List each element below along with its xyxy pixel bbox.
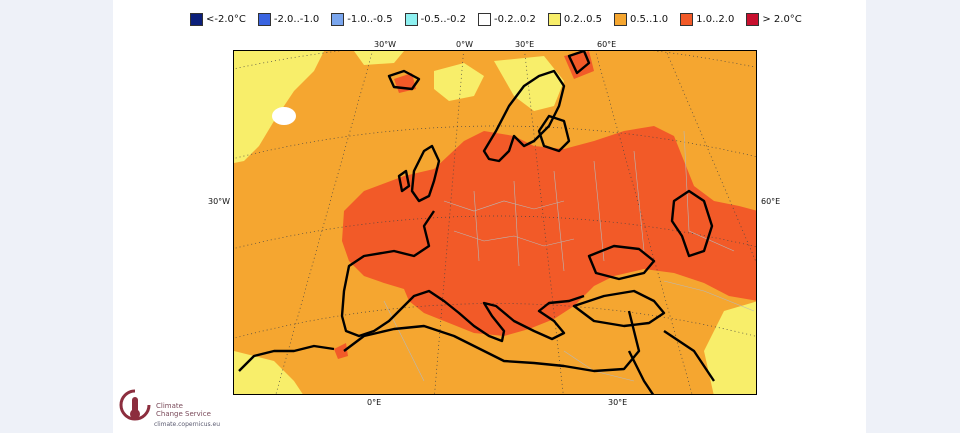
- legend-item: 0.2..0.5: [547, 12, 602, 26]
- legend-item: 1.0..2.0: [680, 12, 735, 26]
- legend-swatch: [547, 12, 561, 26]
- legend-label: -1.0..-0.5: [347, 13, 393, 25]
- legend-item: -1.0..-0.5: [331, 12, 393, 26]
- logo-line-2: Change Service: [156, 410, 211, 418]
- legend-swatch: [404, 12, 418, 26]
- legend-label: -2.0..-1.0: [273, 13, 320, 25]
- legend: <-2.0°C -2.0..-1.0 -1.0..-0.5 -0.5..-0.2…: [190, 10, 814, 28]
- logo-line-1: Climate: [156, 402, 183, 410]
- legend-item: 0.5..1.0: [614, 12, 669, 26]
- legend-label: -0.5..-0.2: [420, 13, 467, 25]
- legend-swatch: [331, 12, 345, 26]
- anomaly-map: [233, 50, 757, 395]
- legend-label: 0.5..1.0: [630, 13, 669, 25]
- legend-swatch: [614, 12, 627, 26]
- copernicus-logo: Climate Change Service climate.copernicu…: [118, 388, 228, 430]
- thermometer-icon: [119, 389, 151, 421]
- bottom-tick-label: 0°E: [367, 398, 382, 407]
- bottom-tick-label: 30°E: [608, 398, 628, 407]
- anomaly-region-1-0-2-0: [334, 343, 348, 359]
- country-borders: [383, 130, 755, 382]
- legend-item: <-2.0°C: [190, 12, 246, 26]
- top-tick-label: 0°W: [456, 40, 473, 49]
- legend-label: -0.2..0.2: [494, 13, 536, 25]
- legend-label: > 2.0°C: [762, 13, 802, 25]
- legend-swatch: [190, 12, 203, 26]
- legend-item: -0.5..-0.2: [404, 12, 467, 26]
- legend-label: <-2.0°C: [206, 13, 246, 25]
- left-tick-label: 30°W: [208, 197, 231, 206]
- anomaly-region-0-2-0-5: [234, 51, 324, 163]
- top-tick-label: 30°E: [515, 40, 535, 49]
- legend-swatch: [680, 12, 694, 26]
- top-tick-label: 60°E: [597, 40, 617, 49]
- anomaly-region-0-2-0-5: [354, 51, 404, 65]
- legend-item: > 2.0°C: [746, 12, 802, 26]
- logo-title: Climate Change Service: [156, 402, 211, 418]
- legend-swatch: [478, 12, 492, 26]
- legend-label: 1.0..2.0: [696, 13, 735, 25]
- map-canvas: [234, 51, 756, 394]
- legend-item: -2.0..-1.0: [257, 12, 320, 26]
- anomaly-region-0-2-0-5: [234, 351, 303, 394]
- top-tick-label: 30°W: [374, 40, 397, 49]
- legend-item: -0.2..0.2: [478, 12, 536, 26]
- anomaly-region-0-2-0-5: [434, 63, 484, 101]
- legend-label: 0.2..0.5: [563, 13, 602, 25]
- legend-swatch: [746, 12, 760, 26]
- anomaly-region-minus-0-2-0-2: [272, 107, 296, 125]
- right-tick-label: 60°E: [761, 197, 781, 206]
- anomaly-region-0-2-0-5: [704, 301, 756, 394]
- anomaly-region-1-0-2-0: [342, 126, 756, 336]
- coastlines: [238, 51, 715, 394]
- logo-url: climate.copernicus.eu: [154, 421, 221, 428]
- legend-swatch: [257, 12, 271, 26]
